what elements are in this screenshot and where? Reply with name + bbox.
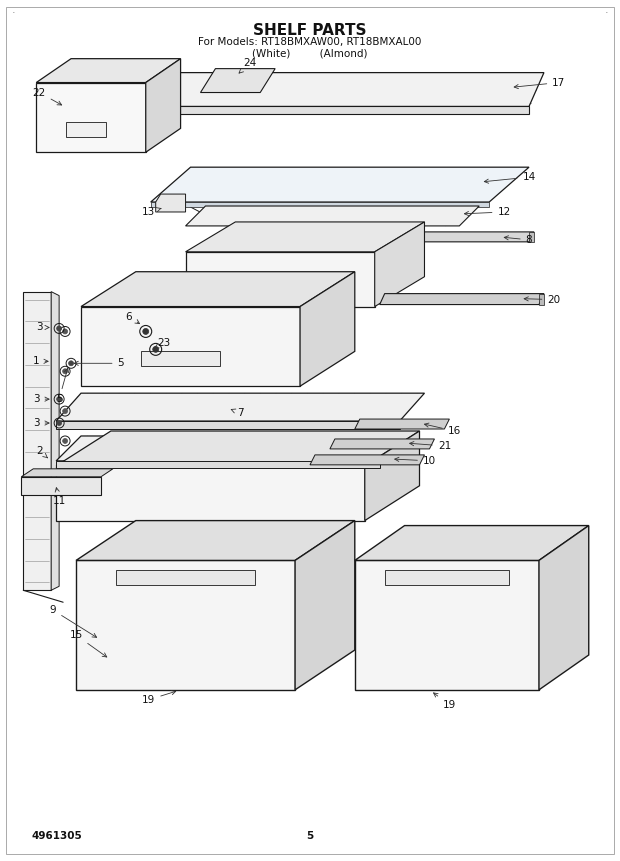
Text: 4961305: 4961305 [31, 831, 82, 841]
Polygon shape [151, 202, 489, 207]
Polygon shape [374, 222, 425, 307]
Polygon shape [151, 167, 529, 202]
Text: 7: 7 [231, 408, 244, 418]
Polygon shape [355, 525, 589, 561]
Circle shape [153, 346, 159, 352]
Polygon shape [330, 439, 435, 449]
Text: 5: 5 [74, 358, 124, 369]
Polygon shape [24, 292, 51, 591]
Polygon shape [539, 525, 589, 690]
Polygon shape [76, 521, 355, 561]
Text: 11: 11 [53, 487, 66, 505]
Text: 1: 1 [33, 356, 48, 366]
Circle shape [63, 409, 68, 413]
Text: 3: 3 [36, 323, 49, 332]
Text: 21: 21 [410, 441, 451, 451]
Text: (White)         (Almond): (White) (Almond) [252, 49, 368, 59]
Polygon shape [355, 419, 450, 429]
Text: 23: 23 [154, 338, 170, 349]
Polygon shape [56, 431, 420, 466]
Polygon shape [379, 294, 544, 305]
Text: 17: 17 [514, 77, 565, 89]
Circle shape [143, 328, 149, 334]
Polygon shape [81, 307, 300, 387]
Circle shape [56, 420, 61, 425]
Text: 10: 10 [395, 455, 436, 466]
Text: 14: 14 [484, 172, 536, 183]
Polygon shape [185, 206, 479, 226]
Polygon shape [355, 561, 539, 690]
Polygon shape [36, 83, 146, 152]
Text: 9: 9 [50, 605, 97, 637]
Polygon shape [56, 421, 400, 429]
Text: 8: 8 [504, 235, 533, 245]
Polygon shape [36, 59, 180, 83]
Polygon shape [141, 351, 220, 366]
Text: 2: 2 [36, 446, 48, 458]
Polygon shape [56, 436, 405, 461]
Polygon shape [66, 122, 106, 137]
Polygon shape [21, 477, 101, 495]
Text: 15: 15 [69, 630, 107, 657]
Text: ·: · [605, 8, 609, 18]
Circle shape [63, 438, 68, 443]
Polygon shape [185, 251, 374, 307]
Polygon shape [56, 393, 425, 421]
Circle shape [56, 397, 61, 401]
Text: 3: 3 [33, 394, 49, 404]
Text: 3: 3 [33, 418, 49, 428]
Polygon shape [56, 466, 365, 521]
Text: 22: 22 [33, 88, 61, 105]
Text: ·: · [11, 8, 15, 18]
Text: UsReplacementParts.com: UsReplacementParts.com [247, 416, 373, 426]
Polygon shape [310, 455, 425, 465]
Circle shape [69, 361, 74, 366]
Polygon shape [51, 292, 59, 591]
Text: 12: 12 [464, 207, 511, 217]
Text: SHELF PARTS: SHELF PARTS [253, 23, 367, 38]
Polygon shape [410, 232, 534, 242]
Text: For Models: RT18BMXAW00, RT18BMXAL00: For Models: RT18BMXAW00, RT18BMXAL00 [198, 37, 422, 46]
Text: 19: 19 [142, 691, 175, 705]
Polygon shape [96, 107, 529, 115]
Polygon shape [96, 72, 544, 107]
Polygon shape [200, 69, 275, 92]
Polygon shape [365, 431, 420, 521]
Text: 6: 6 [125, 312, 140, 324]
Polygon shape [116, 570, 255, 585]
Polygon shape [539, 294, 544, 305]
Circle shape [63, 369, 68, 374]
Polygon shape [529, 232, 534, 242]
Circle shape [56, 326, 61, 331]
Polygon shape [56, 461, 379, 468]
Polygon shape [185, 222, 425, 251]
Text: 19: 19 [433, 693, 456, 709]
Polygon shape [300, 272, 355, 387]
Polygon shape [295, 521, 355, 690]
Polygon shape [384, 570, 509, 585]
Text: 20: 20 [524, 294, 560, 305]
Polygon shape [81, 272, 355, 307]
Text: 16: 16 [425, 423, 461, 436]
Polygon shape [76, 561, 295, 690]
Polygon shape [21, 469, 113, 477]
Text: 5: 5 [306, 831, 314, 841]
Text: 13: 13 [142, 207, 161, 217]
Polygon shape [156, 194, 185, 212]
Circle shape [63, 329, 68, 334]
Text: 24: 24 [239, 58, 257, 73]
Text: 5: 5 [56, 369, 69, 404]
Polygon shape [146, 59, 180, 152]
